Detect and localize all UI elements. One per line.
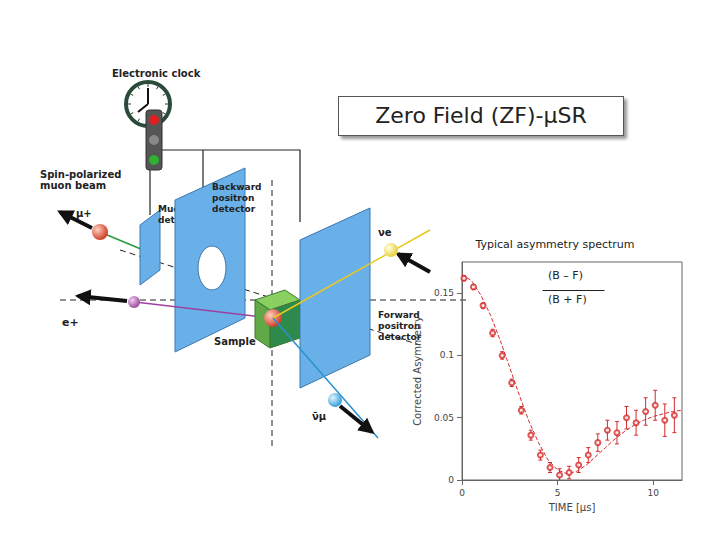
svg-text:0.1: 0.1 [440,350,454,360]
svg-text:0: 0 [448,475,454,485]
html-text:Zero Field (ZF)-μSR: Zero Field (ZF)-μSR [375,103,587,128]
svg-text:TIME [μs]: TIME [μs] [548,502,596,513]
svg-text:Corrected Asymmetry: Corrected Asymmetry [412,316,423,426]
svg-text:Muon: Muon [158,204,186,214]
svg-text:positron: positron [378,321,421,331]
svg-text:muon beam: muon beam [40,180,106,191]
svg-text:10: 10 [648,488,660,498]
svg-text:Backward: Backward [212,182,262,192]
svg-text:0: 0 [459,488,465,498]
svg-text:ν̄μ: ν̄μ [312,411,327,422]
svg-text:(B + F): (B + F) [548,293,587,306]
svg-text:Sample: Sample [214,336,256,347]
svg-text:detector: detector [212,204,256,214]
svg-text:0.05: 0.05 [434,413,454,423]
svg-text:detector: detector [378,332,422,342]
svg-text:(B – F): (B – F) [548,269,583,282]
svg-text:0.15: 0.15 [434,288,454,298]
svg-text:νe: νe [378,227,392,238]
svg-text:μ+: μ+ [76,208,92,219]
svg-text:Typical asymmetry spectrum: Typical asymmetry spectrum [475,238,635,251]
svg-text:Spin-polarized: Spin-polarized [40,169,121,180]
svg-text:positron: positron [212,193,254,203]
svg-text:5: 5 [555,488,561,498]
svg-text:Forward: Forward [378,310,420,320]
svg-text:e+: e+ [62,316,79,329]
svg-text:Electronic clock: Electronic clock [112,68,201,79]
